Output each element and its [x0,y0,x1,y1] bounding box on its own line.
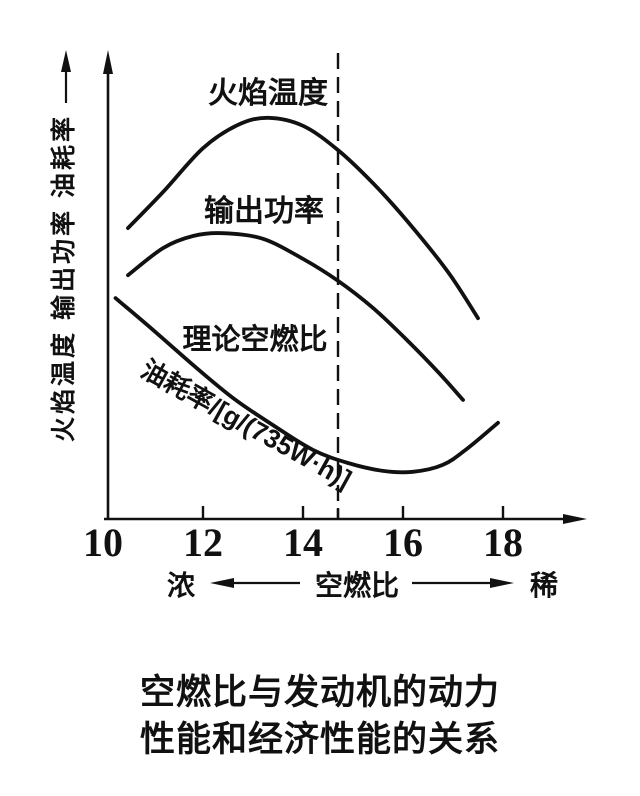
curves [113,115,500,475]
x-tick-label: 18 [483,520,523,565]
curve-output-power [126,231,465,402]
x-axis-ticks [201,506,505,519]
curve-flame-temperature [126,115,480,321]
x-axis-title-row: 浓 空燃比 稀 [167,569,558,601]
rich-label: 浓 [167,570,196,601]
curve-label-output-power: 输出功率 [204,195,324,228]
y-axis-title: 火焰温度 输出功率 油耗率 [49,114,78,442]
x-axis-arrowhead-icon [563,514,587,524]
x-tick-label: 16 [383,520,423,565]
curve-label-flame-temperature: 火焰温度 [208,77,328,110]
lean-label: 稀 [530,570,558,601]
x-axis-title: 空燃比 [315,569,399,601]
x-tick-label: 10 [83,520,123,565]
rich-direction-arrow-icon [210,578,234,588]
x-tick-label: 12 [183,520,223,565]
curve-label-fuel-consumption-rate: 油耗率/[g/(735W·h)] [136,354,356,494]
lean-direction-arrow-icon [490,578,514,588]
x-axis-tick-labels: 10 12 14 16 18 [83,520,523,565]
x-axis [104,514,587,524]
y-axis-arrowhead-icon [103,50,113,74]
x-tick-label: 14 [283,520,323,565]
caption-line-1: 空燃比与发动机的动力 [140,673,500,712]
y-axis [103,50,113,519]
curve-fuel-consumption-rate [113,296,500,475]
y-axis-title-group: 火焰温度 输出功率 油耗率 [49,50,78,442]
caption-line-2: 性能和经济性能的关系 [140,720,500,759]
label-stoichiometric-afr: 理论空燃比 [182,322,327,356]
y-axis-title-arrow-icon [61,50,71,72]
